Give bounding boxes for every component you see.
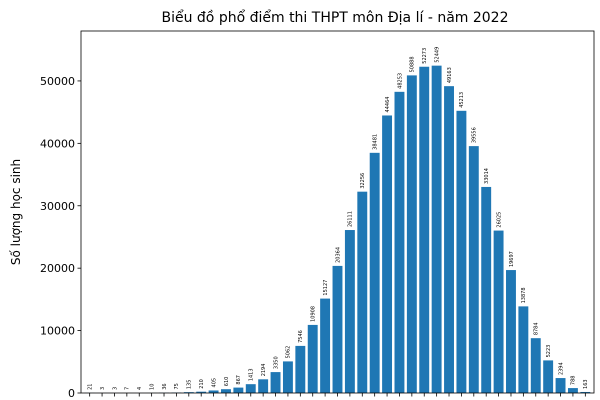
data-label-0: 21 [87, 383, 93, 389]
data-label-22: 32256 [360, 173, 366, 189]
data-label-34: 19697 [509, 251, 515, 267]
bar-26 [406, 75, 417, 393]
bar-14 [258, 379, 269, 393]
data-label-23: 38481 [372, 134, 378, 150]
data-label-15: 3350 [273, 356, 279, 369]
data-label-12: 867 [236, 375, 242, 385]
bar-24 [382, 115, 393, 393]
bar-21 [344, 230, 355, 393]
data-labels-group: 21 3 3 7 4 10 36 75 135 210 405 610 867 1413 2194 3350 5… [87, 47, 589, 390]
data-label-13: 1413 [249, 368, 255, 381]
data-label-33: 26025 [496, 212, 502, 228]
y-axis: 0 10000 20000 30000 40000 50000 [40, 75, 81, 400]
bar-30 [456, 110, 467, 393]
data-label-32: 33014 [484, 168, 490, 184]
data-label-3: 7 [125, 387, 131, 390]
data-label-37: 5223 [546, 345, 552, 358]
y-tick-label-2: 20000 [40, 262, 75, 275]
data-label-21: 26111 [348, 211, 354, 227]
data-label-31: 39556 [472, 127, 478, 143]
bar-35 [518, 306, 529, 393]
data-label-2: 3 [112, 387, 118, 390]
data-label-39: 788 [571, 376, 577, 386]
bar-16 [282, 361, 293, 393]
x-axis [89, 393, 586, 397]
data-label-28: 52449 [434, 47, 440, 63]
data-label-20: 20364 [335, 247, 341, 263]
bar-38 [555, 378, 566, 393]
data-label-30: 45213 [459, 92, 465, 108]
y-tick-label-5: 50000 [40, 75, 75, 88]
data-label-9: 210 [199, 379, 205, 389]
data-label-25: 48253 [397, 73, 403, 89]
bar-10 [208, 390, 219, 393]
bar-39 [567, 388, 578, 393]
bar-19 [320, 298, 331, 393]
plot-frame [80, 30, 595, 394]
bar-20 [332, 265, 343, 393]
bar-29 [444, 86, 454, 393]
bar-13 [245, 384, 256, 393]
data-label-24: 44464 [385, 97, 391, 113]
bar-28 [431, 65, 442, 394]
bar-23 [369, 152, 380, 393]
data-label-29: 49163 [447, 67, 453, 83]
bar-15 [270, 372, 281, 393]
data-label-11: 610 [224, 377, 230, 387]
data-label-8: 135 [187, 380, 193, 390]
bar-18 [307, 324, 318, 393]
bar-36 [530, 338, 541, 393]
bar-25 [394, 91, 405, 393]
data-label-16: 5062 [286, 346, 292, 359]
data-label-27: 52273 [422, 48, 428, 64]
y-tick-label-0: 0 [68, 387, 75, 400]
y-axis-label: Số lượng học sinh [9, 159, 23, 265]
data-label-7: 75 [174, 383, 180, 389]
y-tick-label-3: 30000 [40, 200, 75, 213]
data-label-26: 50888 [410, 56, 416, 72]
bar-32 [481, 186, 492, 393]
data-label-5: 10 [149, 384, 155, 390]
bar-11 [221, 389, 231, 393]
data-label-38: 2394 [558, 362, 564, 375]
y-tick-label-4: 40000 [40, 137, 75, 150]
data-label-18: 10908 [311, 306, 317, 322]
bar-9 [196, 391, 207, 393]
data-label-35: 13878 [521, 287, 527, 303]
y-tick-label-1: 10000 [40, 325, 75, 338]
bar-37 [543, 360, 554, 393]
chart-title: Biểu đồ phổ điểm thi THPT môn Địa lí - n… [161, 9, 508, 26]
bar-40 [580, 391, 591, 393]
bar-12 [233, 387, 244, 393]
data-label-10: 405 [211, 378, 217, 388]
data-label-4: 4 [137, 387, 143, 390]
bars-group [84, 65, 591, 394]
bar-22 [357, 191, 368, 393]
data-label-19: 15127 [323, 280, 329, 296]
bar-8 [183, 392, 194, 393]
bar-17 [295, 345, 306, 393]
data-label-36: 8784 [534, 322, 540, 335]
bar-34 [506, 270, 516, 393]
data-label-6: 36 [162, 383, 168, 389]
bar-33 [493, 230, 504, 393]
data-label-14: 2194 [261, 364, 267, 377]
data-label-40: 163 [583, 379, 589, 389]
bar-27 [419, 66, 430, 394]
data-label-17: 7546 [298, 330, 304, 343]
bar-31 [468, 146, 479, 393]
data-label-1: 3 [100, 387, 106, 390]
